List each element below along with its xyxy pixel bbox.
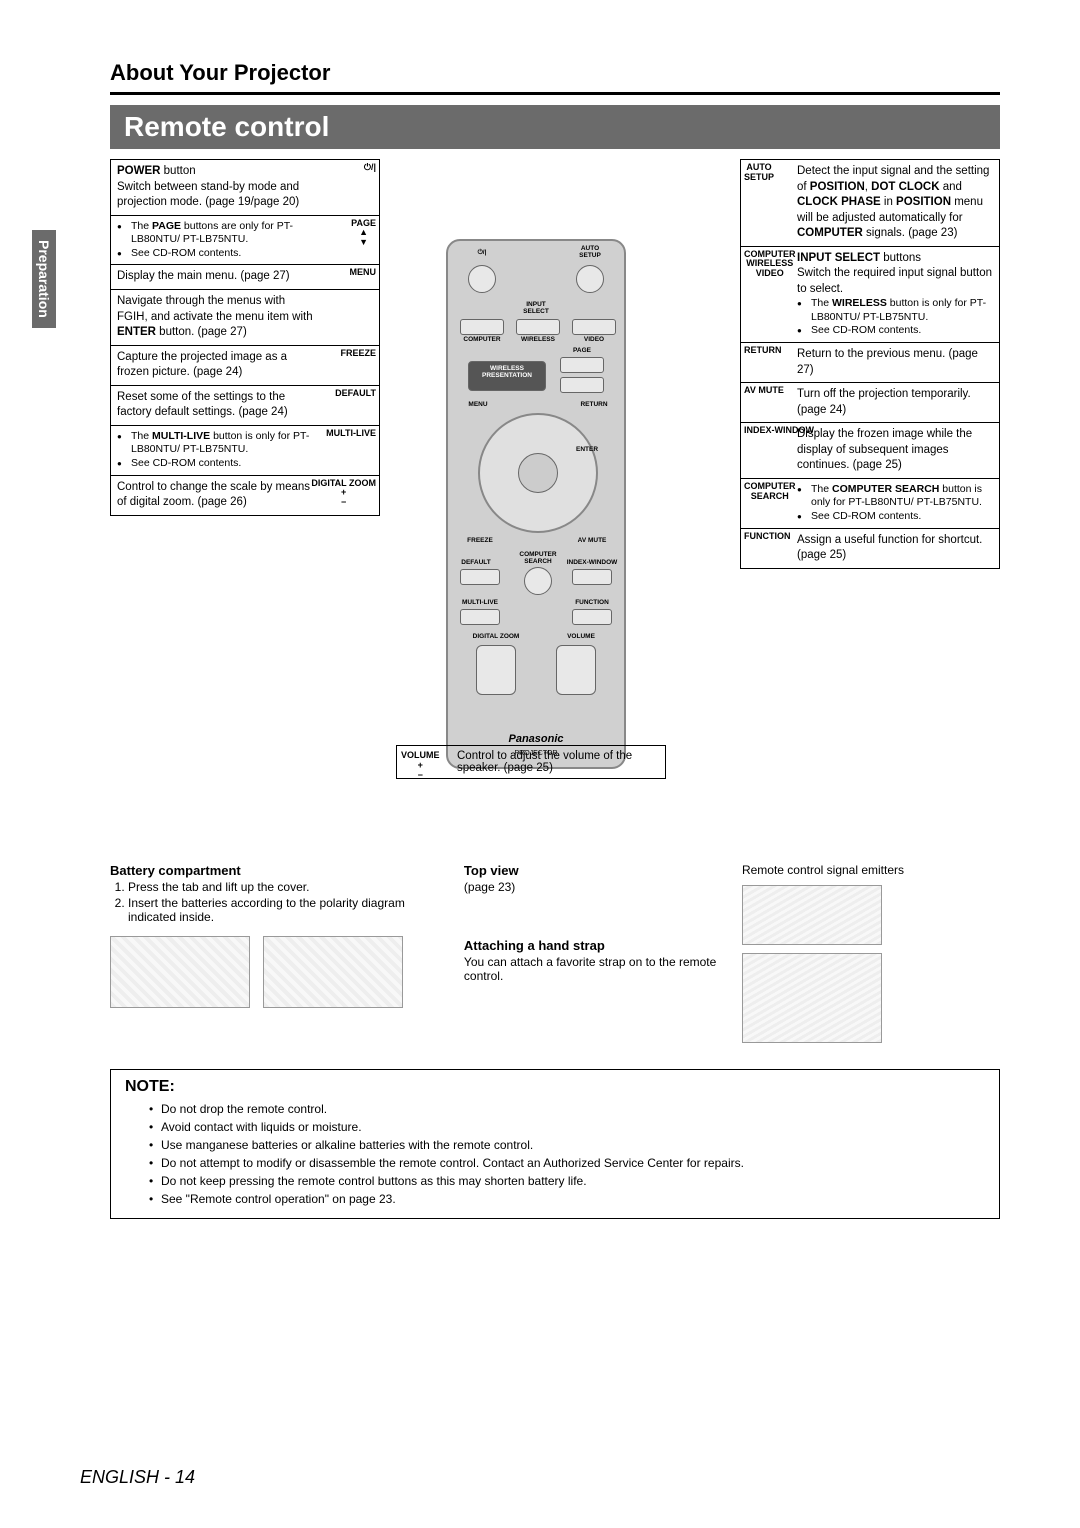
battery-heading: Battery compartment — [110, 863, 444, 878]
video-label: VIDEO — [570, 336, 618, 343]
divider — [110, 92, 1000, 95]
computer-label: COMPUTER — [458, 336, 506, 343]
function-button — [572, 609, 612, 625]
menu-label: MENU — [458, 401, 498, 408]
freeze-label: FREEZE — [458, 537, 502, 544]
volume-label: VOLUME — [556, 633, 606, 640]
page-down-button — [560, 377, 604, 393]
wireless-presentation-label: WIRELESS PRESENTATION — [468, 365, 546, 379]
right-callouts: AUTO SETUPDetect the input signal and th… — [740, 159, 1000, 569]
callout-right: FUNCTIONAssign a useful function for sho… — [741, 529, 999, 568]
topview-heading: Top view — [464, 863, 722, 878]
avmute-label: AV MUTE — [570, 537, 614, 544]
enter-button — [518, 453, 558, 493]
default-button — [460, 569, 500, 585]
note-item: Do not keep pressing the remote control … — [149, 1172, 985, 1190]
page-up-button — [560, 357, 604, 373]
brand-label: Panasonic — [448, 733, 624, 745]
title-bar: Remote control — [110, 105, 1000, 149]
multilive-button — [460, 609, 500, 625]
callout-right: INDEX-WINDOWDisplay the frozen image whi… — [741, 423, 999, 479]
callout-right: COMPUTER WIRELESS VIDEOINPUT SELECT butt… — [741, 247, 999, 343]
multilive-label: MULTI-LIVE — [456, 599, 504, 606]
note-item: Use manganese batteries or alkaline batt… — [149, 1136, 985, 1154]
autosetup-button — [576, 265, 604, 293]
callout-left: Navigate through the menus with FGIH, an… — [111, 290, 379, 346]
section-title: About Your Projector — [110, 60, 1000, 86]
computer-search-button — [524, 567, 552, 595]
computer-button — [460, 319, 504, 335]
note-item: Do not drop the remote control. — [149, 1100, 985, 1118]
page-footer: ENGLISH - 14 — [80, 1467, 195, 1488]
side-tab-preparation: Preparation — [32, 230, 56, 328]
note-item: See "Remote control operation" on page 2… — [149, 1190, 985, 1208]
battery-illustration-2 — [263, 936, 403, 1008]
strap-body: You can attach a favorite strap on to th… — [464, 955, 722, 983]
index-window-label: INDEX-WINDOW — [564, 559, 620, 566]
volume-rocker — [556, 645, 596, 695]
power-button — [468, 265, 496, 293]
volume-callout-body: Control to adjust the volume of the spea… — [457, 750, 632, 774]
battery-step: Insert the batteries according to the po… — [128, 896, 444, 924]
page-label: PAGE — [560, 347, 604, 354]
note-item: Avoid contact with liquids or moisture. — [149, 1118, 985, 1136]
footer-lang: ENGLISH — [80, 1467, 159, 1487]
remote-diagram: ⏻/|POWER buttonSwitch between stand-by m… — [110, 159, 1000, 839]
battery-steps: Press the tab and lift up the cover. Inse… — [110, 880, 444, 924]
topview-sub: (page 23) — [464, 880, 722, 894]
wireless-button — [516, 319, 560, 335]
note-box: NOTE: Do not drop the remote control.Avo… — [110, 1069, 1000, 1219]
topview-images: Remote control signal emitters — [742, 863, 1000, 1043]
callout-left: MULTI-LIVEThe MULTI-LIVE button is only … — [111, 426, 379, 476]
left-callouts: ⏻/|POWER buttonSwitch between stand-by m… — [110, 159, 380, 516]
volume-callout: VOLUME + − Control to adjust the volume … — [396, 745, 666, 779]
callout-right: RETURNReturn to the previous menu. (page… — [741, 343, 999, 383]
note-list: Do not drop the remote control.Avoid con… — [125, 1100, 985, 1208]
callout-left: FREEZECapture the projected image as a f… — [111, 346, 379, 386]
video-button — [572, 319, 616, 335]
digital-zoom-rocker — [476, 645, 516, 695]
battery-step: Press the tab and lift up the cover. — [128, 880, 444, 894]
callout-left: PAGE ▲ ▼The PAGE buttons are only for PT… — [111, 216, 379, 266]
remote-body: ⏻/| AUTO SETUP INPUT SELECT COMPUTER WIR… — [446, 239, 626, 769]
topview-illustration — [742, 885, 882, 945]
callout-right: AUTO SETUPDetect the input signal and th… — [741, 160, 999, 247]
strap-heading: Attaching a hand strap — [464, 938, 722, 953]
function-label: FUNCTION — [568, 599, 616, 606]
topview-strap: Top view (page 23) Attaching a hand stra… — [464, 863, 722, 1043]
return-label: RETURN — [574, 401, 614, 408]
computer-search-label: COMPUTER SEARCH — [510, 551, 566, 565]
callout-left: ⏻/|POWER buttonSwitch between stand-by m… — [111, 160, 379, 216]
callout-right: AV MUTETurn off the projection temporari… — [741, 383, 999, 423]
index-window-button — [572, 569, 612, 585]
callout-right: COMPUTER SEARCHThe COMPUTER SEARCH butto… — [741, 479, 999, 529]
lower-section: Battery compartment Press the tab and li… — [110, 863, 1000, 1043]
note-heading: NOTE: — [125, 1078, 985, 1096]
autosetup-label: AUTO SETUP — [570, 245, 610, 259]
digital-zoom-label: DIGITAL ZOOM — [466, 633, 526, 640]
battery-compartment: Battery compartment Press the tab and li… — [110, 863, 444, 1043]
emitters-label: Remote control signal emitters — [742, 863, 1000, 877]
note-item: Do not attempt to modify or disassemble … — [149, 1154, 985, 1172]
wireless-label: WIRELESS — [514, 336, 562, 343]
input-select-label: INPUT SELECT — [448, 301, 624, 315]
default-label: DEFAULT — [456, 559, 496, 566]
enter-label: ENTER — [572, 446, 602, 453]
callout-left: DEFAULTReset some of the settings to the… — [111, 386, 379, 426]
strap-illustration — [742, 953, 882, 1043]
volume-callout-label: VOLUME + − — [401, 750, 440, 780]
callout-left: DIGITAL ZOOM + −Control to change the sc… — [111, 476, 379, 515]
battery-illustration-1 — [110, 936, 250, 1008]
power-label: ⏻/| — [466, 249, 498, 257]
callout-left: MENUDisplay the main menu. (page 27) — [111, 265, 379, 290]
footer-page: - 14 — [164, 1467, 195, 1487]
